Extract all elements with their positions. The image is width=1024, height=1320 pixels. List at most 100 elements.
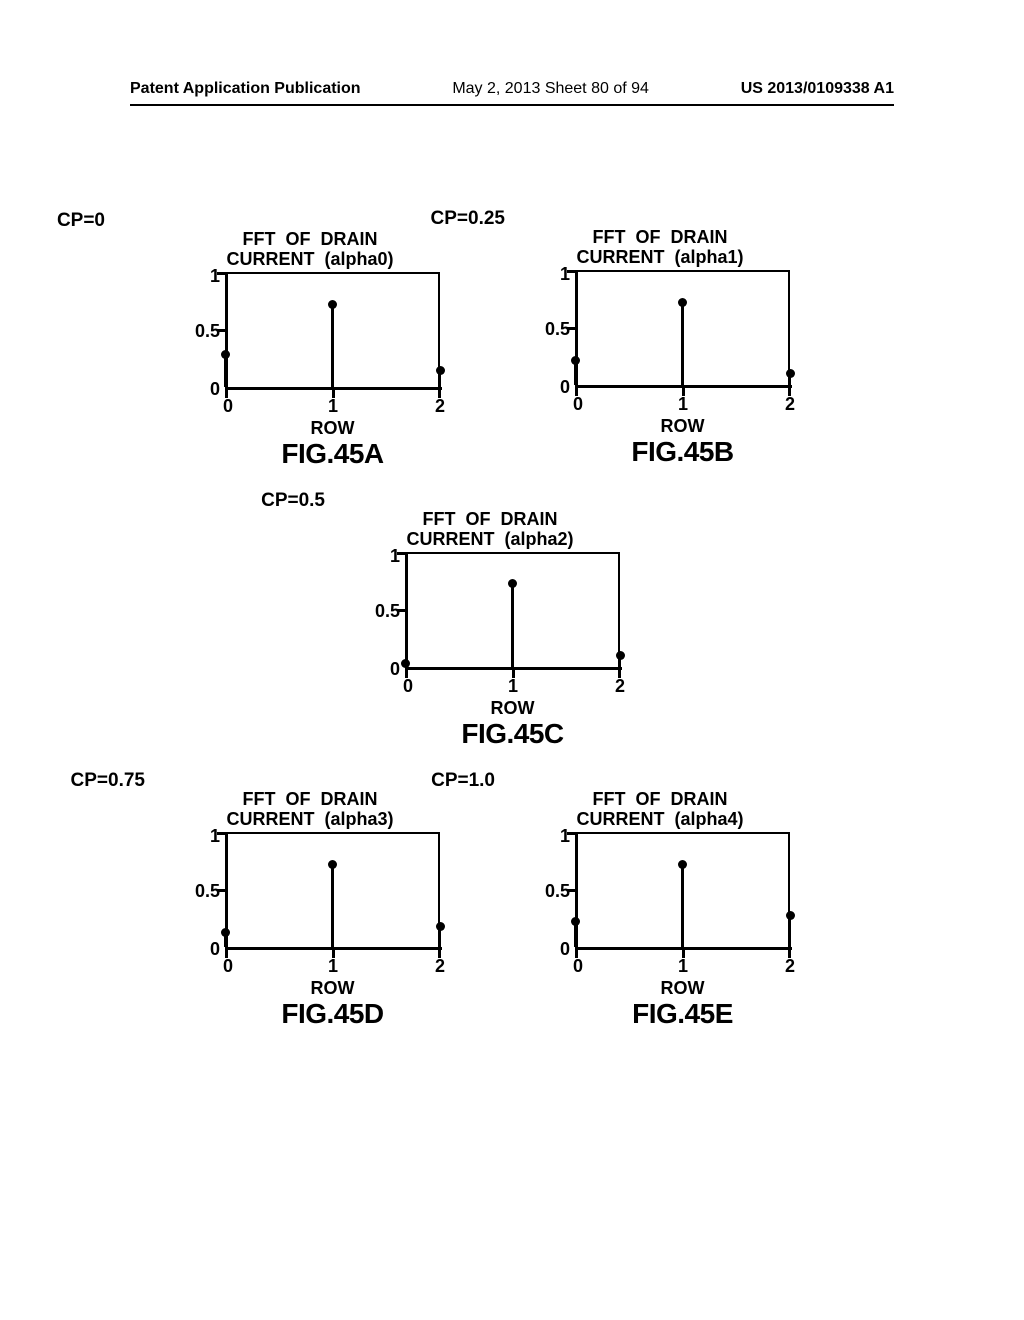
y-axis	[225, 272, 228, 389]
stem-line	[681, 864, 684, 947]
stem-line	[511, 583, 514, 667]
x-tick	[438, 390, 441, 398]
stem-marker	[436, 366, 445, 375]
x-tick	[225, 390, 228, 398]
y-tick	[217, 832, 225, 835]
y-tick	[217, 272, 225, 275]
stem-line	[789, 916, 792, 947]
y-tick	[567, 327, 575, 330]
header-left: Patent Application Publication	[130, 80, 361, 98]
y-axis	[575, 832, 578, 949]
x-tick	[575, 388, 578, 396]
y-axis	[575, 270, 578, 387]
y-tick	[217, 329, 225, 332]
x-tick-label: 2	[430, 956, 450, 977]
figure-label: FIG.45A	[225, 438, 440, 470]
cp-label: CP=0	[57, 210, 105, 232]
header-center: May 2, 2013 Sheet 80 of 94	[452, 80, 649, 98]
cp-label: CP=0.75	[71, 770, 145, 792]
plot-area	[405, 552, 620, 667]
x-axis-label: ROW	[575, 978, 790, 999]
x-tick-label: 1	[503, 676, 523, 697]
x-tick	[438, 950, 441, 958]
x-tick	[225, 950, 228, 958]
cp-label: CP=1.0	[431, 770, 495, 792]
stem-line	[681, 302, 684, 385]
y-axis	[225, 832, 228, 949]
header-right: US 2013/0109338 A1	[741, 80, 894, 98]
x-tick	[332, 390, 335, 398]
cp-label: CP=0.25	[431, 208, 505, 230]
x-tick	[405, 670, 408, 678]
figure-label: FIG.45C	[405, 718, 620, 750]
page-header: Patent Application Publication May 2, 20…	[0, 80, 1024, 98]
stem-marker	[436, 922, 445, 931]
y-tick-label: 1	[360, 546, 400, 567]
x-tick-label: 2	[430, 396, 450, 417]
plot-area	[225, 272, 440, 387]
y-tick-label: 0	[530, 377, 570, 398]
x-tick-label: 2	[780, 956, 800, 977]
y-tick	[217, 889, 225, 892]
stem-marker	[328, 860, 337, 869]
y-tick	[567, 889, 575, 892]
stem-marker	[616, 651, 625, 660]
x-tick-label: 1	[323, 396, 343, 417]
x-tick-label: 0	[398, 676, 418, 697]
y-tick	[567, 270, 575, 273]
x-axis-label: ROW	[225, 418, 440, 439]
x-axis-label: ROW	[405, 698, 620, 719]
x-tick-label: 0	[218, 396, 238, 417]
x-tick	[332, 950, 335, 958]
x-tick	[682, 950, 685, 958]
x-tick	[618, 670, 621, 678]
cp-label: CP=0.5	[261, 490, 325, 512]
x-tick-label: 1	[323, 956, 343, 977]
y-tick-label: 0.5	[180, 321, 220, 342]
chart-title: FFT OF DRAINCURRENT (alpha1)	[560, 228, 760, 268]
stem-line	[331, 864, 334, 947]
x-tick-label: 0	[218, 956, 238, 977]
x-tick-label: 0	[568, 394, 588, 415]
y-tick-label: 0.5	[180, 881, 220, 902]
y-tick-label: 1	[180, 826, 220, 847]
x-axis-label: ROW	[575, 416, 790, 437]
stem-line	[331, 304, 334, 387]
y-tick-label: 1	[180, 266, 220, 287]
y-tick-label: 0	[530, 939, 570, 960]
y-tick-label: 0	[180, 379, 220, 400]
y-axis	[405, 552, 408, 669]
stem-marker	[786, 369, 795, 378]
x-tick	[512, 670, 515, 678]
plot-area	[575, 270, 790, 385]
y-tick-label: 0.5	[530, 319, 570, 340]
x-tick-label: 1	[673, 394, 693, 415]
figure-label: FIG.45D	[225, 998, 440, 1030]
plot-area	[575, 832, 790, 947]
x-tick-label: 2	[780, 394, 800, 415]
x-tick	[788, 388, 791, 396]
y-tick-label: 0	[360, 659, 400, 680]
chart-title: FFT OF DRAINCURRENT (alpha0)	[210, 230, 410, 270]
y-tick	[397, 609, 405, 612]
y-tick-label: 0.5	[530, 881, 570, 902]
y-tick	[397, 552, 405, 555]
x-tick-label: 1	[673, 956, 693, 977]
y-tick-label: 1	[530, 264, 570, 285]
x-tick-label: 2	[610, 676, 630, 697]
y-tick	[567, 832, 575, 835]
x-tick	[682, 388, 685, 396]
stem-marker	[678, 298, 687, 307]
plot-area	[225, 832, 440, 947]
y-tick-label: 0	[180, 939, 220, 960]
chart-title: FFT OF DRAINCURRENT (alpha3)	[210, 790, 410, 830]
header-rule	[130, 104, 894, 106]
chart-title: FFT OF DRAINCURRENT (alpha2)	[390, 510, 590, 550]
x-axis-label: ROW	[225, 978, 440, 999]
figure-label: FIG.45E	[575, 998, 790, 1030]
x-tick	[788, 950, 791, 958]
x-tick	[575, 950, 578, 958]
x-tick-label: 0	[568, 956, 588, 977]
stem-marker	[786, 911, 795, 920]
stem-marker	[328, 300, 337, 309]
